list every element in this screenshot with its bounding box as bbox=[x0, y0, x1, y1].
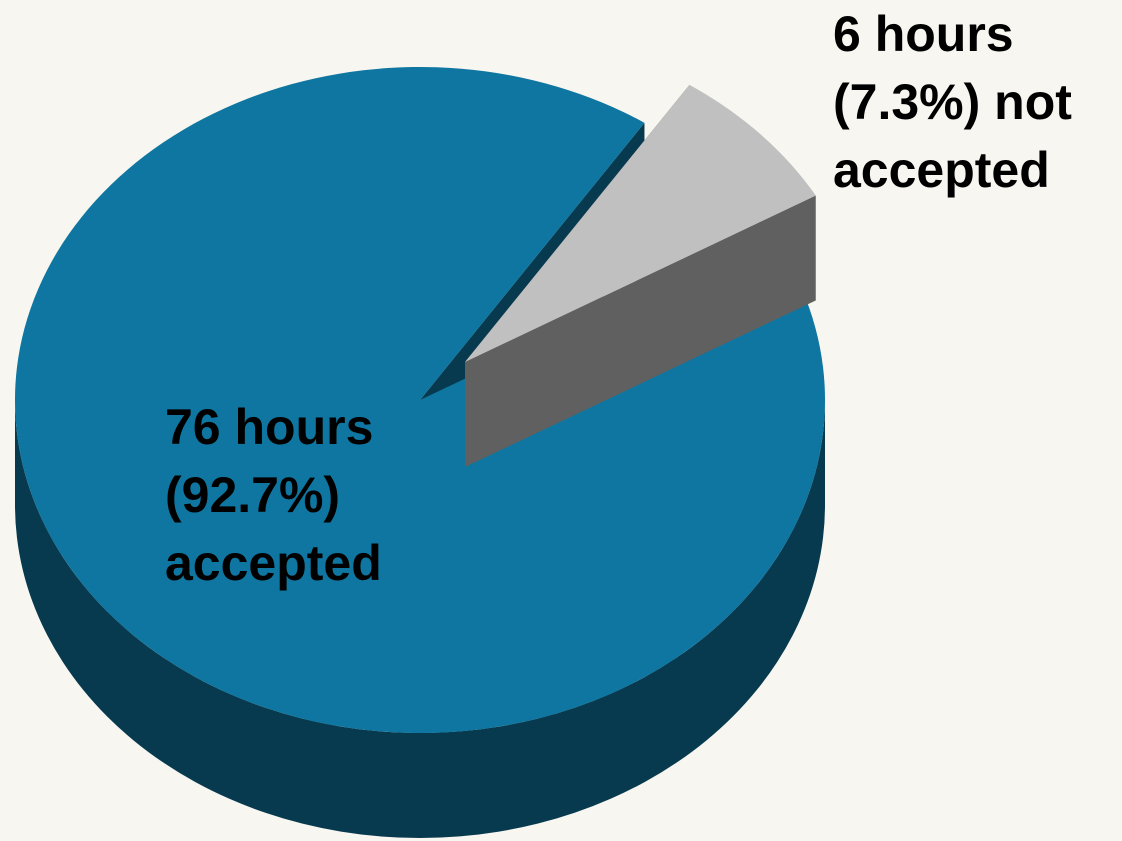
slice-side bbox=[465, 195, 816, 467]
pie-slice bbox=[465, 84, 816, 362]
pie-slice bbox=[15, 67, 826, 734]
slice-side bbox=[15, 400, 825, 838]
slice-label: 6 hours (7.3%) not accepted bbox=[833, 6, 1072, 198]
slice-label: 76 hours (92.7%) accepted bbox=[165, 399, 382, 591]
